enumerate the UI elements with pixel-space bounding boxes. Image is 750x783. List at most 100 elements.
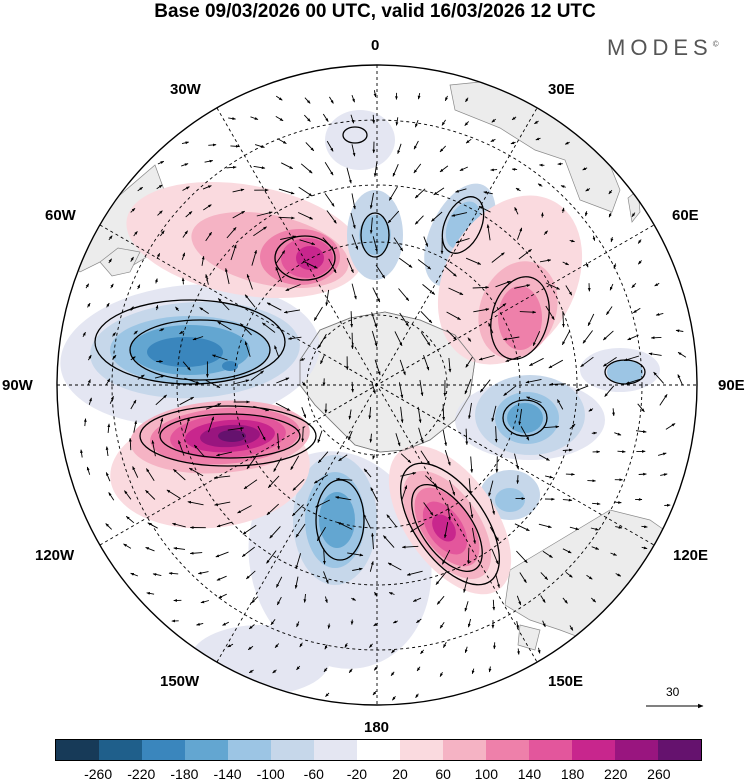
wind-vector bbox=[491, 252, 505, 263]
colorbar-tick-label: -100 bbox=[256, 766, 285, 782]
wind-vector bbox=[105, 523, 113, 530]
wind-vector bbox=[350, 311, 354, 328]
wind-vector bbox=[202, 185, 212, 190]
colorbar-segment bbox=[99, 740, 142, 760]
wind-vector bbox=[83, 418, 87, 427]
wind-vector bbox=[351, 597, 357, 601]
wind-vector bbox=[226, 227, 237, 239]
colorbar-segment bbox=[615, 740, 658, 760]
wind-vector bbox=[414, 188, 426, 199]
wind-vector bbox=[495, 280, 511, 288]
lon-label-90e: 90E bbox=[718, 377, 745, 394]
wind-vector bbox=[211, 354, 228, 361]
wind-vector bbox=[660, 473, 668, 477]
wind-vector bbox=[226, 165, 237, 169]
wind-vector bbox=[157, 210, 163, 216]
wind-vector bbox=[241, 546, 255, 558]
wind-vector bbox=[351, 234, 359, 250]
colorbar-segment bbox=[271, 740, 314, 760]
anomaly-south-pacific-low-100 bbox=[319, 492, 355, 548]
wind-vector bbox=[447, 504, 451, 521]
wind-vector bbox=[250, 370, 264, 381]
colorbar-segment bbox=[400, 740, 443, 760]
wind-vector bbox=[625, 378, 642, 385]
wind-vector bbox=[585, 188, 591, 192]
wind-vector bbox=[538, 523, 552, 528]
wind-vector bbox=[126, 516, 135, 524]
wind-vector bbox=[273, 457, 282, 473]
brand-copyright-mark: © bbox=[712, 39, 719, 49]
wind-vector bbox=[455, 237, 470, 244]
wind-vector bbox=[535, 137, 541, 141]
wind-vector bbox=[350, 212, 356, 229]
wind-vector bbox=[539, 259, 552, 263]
wind-vector bbox=[270, 619, 276, 626]
wind-vector bbox=[299, 642, 303, 648]
wind-vector bbox=[439, 145, 447, 153]
wind-vector bbox=[201, 255, 205, 266]
wind-vector bbox=[608, 189, 613, 195]
wind-vector bbox=[299, 239, 316, 245]
colorbar-tick-label: 20 bbox=[392, 766, 408, 782]
wind-vector bbox=[275, 116, 284, 122]
wind-vector bbox=[133, 231, 138, 237]
wind-vector bbox=[224, 268, 230, 285]
wind-vector bbox=[469, 502, 474, 519]
wind-vector bbox=[562, 498, 573, 502]
wind-vector bbox=[610, 552, 617, 556]
wind-vector bbox=[253, 226, 267, 237]
wind-vector bbox=[227, 643, 234, 648]
wind-vector bbox=[205, 403, 222, 410]
colorbar-tick-label: 60 bbox=[435, 766, 451, 782]
wind-vector bbox=[316, 526, 326, 542]
colorbar-segment bbox=[142, 740, 185, 760]
wind-vector bbox=[561, 207, 565, 213]
wind-vector bbox=[159, 328, 165, 332]
wind-vector bbox=[324, 644, 328, 650]
wind-vector bbox=[88, 354, 92, 361]
wind-vector bbox=[406, 570, 423, 576]
wind-vector bbox=[557, 162, 563, 166]
wind-vector bbox=[603, 357, 617, 367]
wind-vector bbox=[253, 405, 270, 412]
wind-vector bbox=[631, 212, 636, 217]
wind-vector bbox=[423, 236, 429, 247]
wind-vector bbox=[516, 595, 522, 606]
wind-vector bbox=[275, 576, 283, 588]
wind-vector bbox=[518, 248, 532, 260]
wind-vector bbox=[204, 159, 214, 163]
wind-vector bbox=[338, 454, 348, 462]
wind-vector bbox=[543, 425, 560, 429]
lon-label-0: 0 bbox=[371, 37, 380, 54]
wind-vector bbox=[439, 165, 449, 173]
wind-vector bbox=[87, 302, 91, 308]
wind-vector bbox=[159, 230, 165, 237]
wind-vector bbox=[218, 593, 227, 599]
wind-vector bbox=[184, 417, 190, 434]
wind-vector bbox=[562, 261, 570, 266]
wind-vector bbox=[250, 116, 259, 120]
lon-label-30w: 30W bbox=[170, 81, 201, 98]
wind-vector bbox=[612, 408, 615, 417]
wind-vector bbox=[275, 95, 283, 101]
wind-vector bbox=[192, 336, 204, 341]
wind-vector bbox=[130, 356, 136, 361]
wind-vector bbox=[592, 235, 596, 242]
wind-vector bbox=[290, 455, 300, 471]
wind-vector bbox=[516, 550, 528, 564]
wind-vector bbox=[296, 621, 300, 628]
wind-vector bbox=[222, 621, 230, 626]
wind-vector bbox=[588, 408, 594, 412]
wind-vector bbox=[488, 666, 492, 673]
wind-vector bbox=[146, 591, 155, 595]
wind-vector bbox=[181, 163, 189, 167]
wind-vector bbox=[371, 330, 378, 347]
wind-vector bbox=[130, 306, 134, 311]
colorbar-segment bbox=[185, 740, 228, 760]
wind-vector bbox=[486, 224, 491, 241]
wind-vector bbox=[387, 562, 402, 571]
colorbar-tick-label: 180 bbox=[560, 766, 585, 782]
colorbar-tick-label: -180 bbox=[170, 766, 199, 782]
wind-vector bbox=[537, 183, 543, 187]
contour-east-pacific-high-outer bbox=[139, 405, 317, 467]
